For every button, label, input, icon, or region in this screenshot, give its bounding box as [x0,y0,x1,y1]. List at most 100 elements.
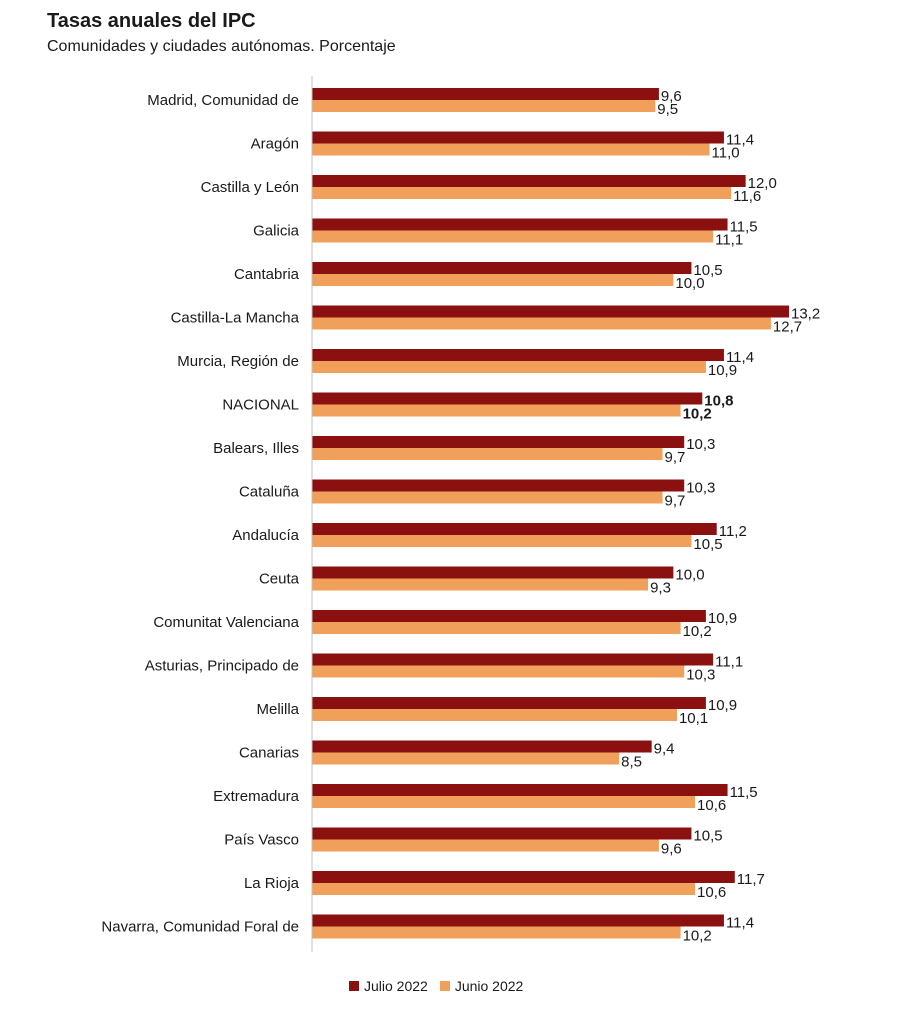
value-label-junio: 9,7 [665,449,686,466]
value-label-julio: 9,4 [654,741,675,758]
value-label-julio: 10,5 [693,828,722,845]
bar-junio [312,926,681,939]
bar-junio [312,230,714,243]
value-label-junio: 9,5 [657,101,678,118]
value-label-julio: 11,4 [726,915,754,932]
value-label-junio: 10,2 [683,406,712,423]
category-label: Canarias [239,745,299,762]
value-label-junio: 10,0 [675,275,704,292]
category-label: Asturias, Principado de [145,658,299,675]
value-label-junio: 10,1 [679,710,708,727]
chart-title: Tasas anuales del IPC [47,10,256,32]
bar-julio [312,436,685,448]
value-label-julio: 11,7 [737,871,765,888]
bar-junio [312,578,649,591]
bar-junio [312,709,677,721]
value-label-julio: 11,5 [730,784,758,801]
bar-julio [312,305,789,318]
value-label-julio: 11,4 [726,349,754,366]
bar-junio [312,317,771,330]
value-label-junio: 9,7 [665,493,686,510]
value-label-junio: 11,0 [712,145,740,162]
bar-julio [312,262,692,274]
bar-junio [312,361,706,373]
value-label-julio: 10,0 [675,567,704,584]
value-label-junio: 11,6 [733,188,761,205]
bar-julio [312,740,652,753]
value-label-julio: 10,5 [693,262,722,279]
bar-julio [312,653,714,666]
bar-junio [312,622,681,634]
bar-julio [312,784,728,796]
legend-label-julio: Julio 2022 [364,978,428,994]
bar-junio [312,143,710,156]
bar-junio [312,665,685,678]
bar-julio [312,218,728,231]
bar-julio [312,610,706,622]
value-label-julio: 11,1 [715,654,743,671]
value-label-junio: 10,9 [708,362,737,379]
bar-julio [312,914,724,927]
value-label-junio: 12,7 [773,319,802,336]
category-label: Murcia, Región de [177,353,299,370]
bar-julio [312,131,724,144]
bar-junio [312,187,732,199]
category-label: Andalucía [232,527,299,544]
category-label: País Vasco [224,832,299,849]
value-label-julio: 11,4 [726,132,754,149]
value-label-julio: 13,2 [791,306,820,323]
category-label: Cantabria [234,266,300,283]
value-label-junio: 10,6 [697,884,726,901]
value-label-junio: 10,2 [683,623,712,640]
value-label-junio: 10,6 [697,797,726,814]
bar-junio [312,448,663,460]
bar-junio [312,796,696,808]
category-label: Castilla y León [201,179,299,196]
bar-julio [312,88,659,100]
value-label-junio: 8,5 [621,754,642,771]
category-label: Castilla-La Mancha [171,310,300,327]
category-label: Navarra, Comunidad Foral de [101,919,299,936]
bar-julio [312,392,703,405]
bar-julio [312,827,692,840]
value-label-julio: 11,2 [719,523,747,540]
value-label-junio: 10,2 [683,928,712,945]
value-label-junio: 9,3 [650,580,671,597]
bar-julio [312,523,717,535]
value-label-julio: 10,9 [708,610,737,627]
bar-junio [312,752,620,765]
value-label-julio: 10,9 [708,697,737,714]
category-label: Aragón [251,136,299,153]
value-label-julio: 10,3 [686,480,715,497]
value-label-junio: 10,3 [686,667,715,684]
bar-junio [312,404,681,417]
category-label: Extremadura [213,788,300,805]
category-label: Balears, Illes [213,440,299,457]
bar-julio [312,175,746,187]
value-label-julio: 9,6 [661,88,682,105]
category-label: Ceuta [259,571,300,588]
legend: Julio 2022 Junio 2022 [349,978,523,994]
bar-junio [312,491,663,504]
bar-junio [312,100,656,112]
value-label-julio: 10,8 [704,393,733,410]
legend-label-junio: Junio 2022 [454,978,524,994]
category-label: Comunitat Valenciana [153,614,299,631]
bar-julio [312,697,706,709]
value-label-julio: 10,3 [686,436,715,453]
value-label-julio: 11,5 [730,219,758,236]
legend-swatch-junio [439,981,450,991]
category-label: NACIONAL [222,397,299,414]
legend-item-julio: Julio 2022 [349,978,428,994]
bar-junio [312,535,692,547]
value-label-junio: 9,6 [661,841,682,858]
bar-julio [312,871,735,883]
legend-item-junio: Junio 2022 [439,978,524,994]
category-label: Melilla [256,701,299,718]
bar-julio [312,479,685,492]
value-label-junio: 10,5 [693,536,722,553]
category-label: La Rioja [244,875,300,892]
bar-junio [312,883,696,895]
value-label-julio: 12,0 [748,175,777,192]
